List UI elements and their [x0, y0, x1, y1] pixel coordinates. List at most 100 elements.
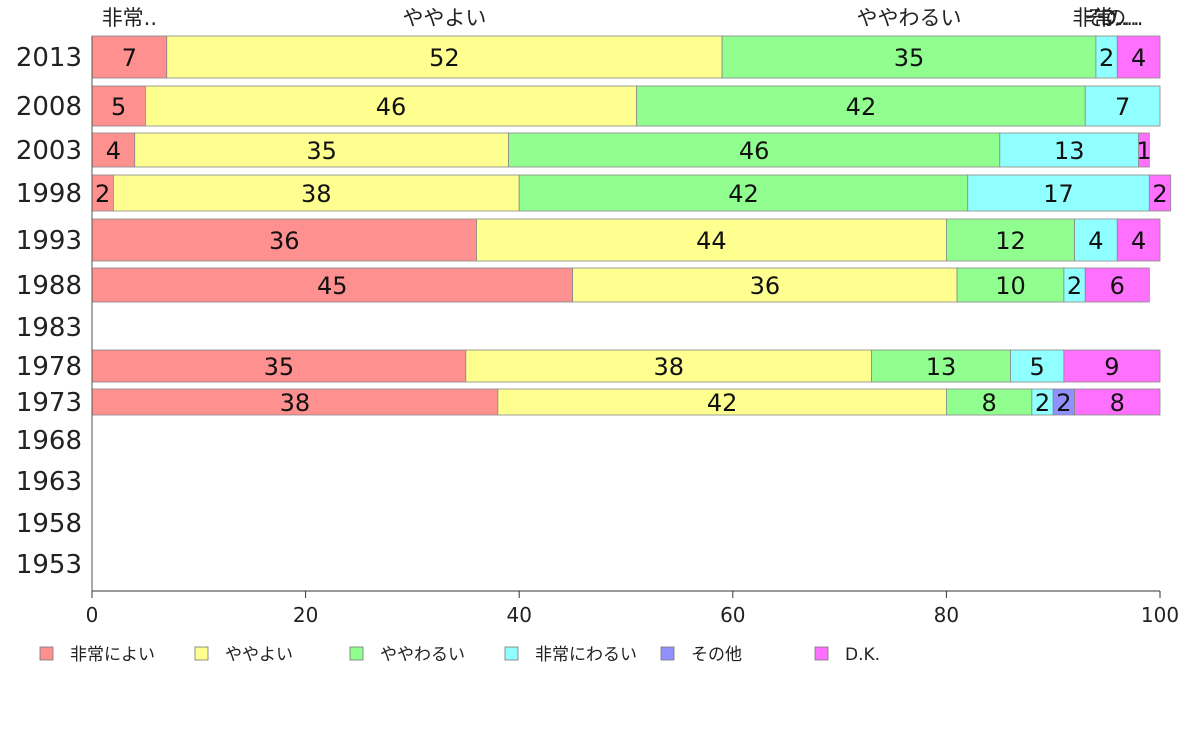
data-label: 5	[1030, 353, 1045, 381]
data-label: 1	[1136, 137, 1151, 165]
bar-segment	[91, 85, 146, 127]
legend-label: 非常によい	[70, 645, 155, 665]
bar-segment	[144, 85, 638, 127]
category-label: 1978	[16, 352, 82, 382]
data-label: 4	[106, 137, 121, 165]
legend-label: ややよい	[225, 645, 293, 665]
bar-segment	[967, 174, 1150, 212]
data-label: 2	[1067, 272, 1082, 300]
data-label: 13	[926, 353, 957, 381]
x-tick-label: 0	[86, 603, 99, 627]
data-label: 12	[995, 227, 1026, 255]
data-label: 36	[750, 272, 781, 300]
bar-segment	[1138, 132, 1150, 168]
category-label: 1958	[16, 509, 82, 539]
data-label: 8	[981, 389, 996, 417]
data-label: 9	[1104, 353, 1119, 381]
category-label: 1953	[16, 550, 82, 580]
x-tick-label: 60	[720, 603, 745, 627]
x-axis: 0 20 40 60 80 100	[86, 36, 1179, 627]
data-label: 4	[1131, 44, 1146, 72]
bar-segment	[871, 349, 1011, 383]
data-label: 17	[1043, 180, 1074, 208]
bar-segment	[946, 388, 1033, 416]
data-label: 8	[1110, 389, 1125, 417]
bar-segment	[946, 218, 1075, 262]
legend-label: D.K.	[845, 645, 880, 665]
data-label: 6	[1110, 272, 1125, 300]
x-tick-label: 20	[293, 603, 318, 627]
bar-segment	[1116, 218, 1161, 262]
data-label: 38	[301, 180, 332, 208]
data-label: 13	[1054, 137, 1085, 165]
data-label: 7	[122, 44, 137, 72]
data-label: 42	[728, 180, 759, 208]
top-segment-labels: 非常.. ややよい ややわるい 非常..その..D....	[102, 6, 1144, 30]
bar-segment	[956, 267, 1065, 303]
data-label: 52	[429, 44, 460, 72]
data-label: 35	[264, 353, 295, 381]
category-label: 1963	[16, 467, 82, 497]
data-label: 2	[1152, 180, 1167, 208]
legend-swatch	[39, 646, 54, 661]
legend-label: ややわるい	[380, 645, 465, 665]
bar-segment	[1010, 349, 1065, 383]
top-segment-label: その..	[1084, 6, 1139, 30]
top-segment-label: D....	[1101, 6, 1144, 30]
bar-segment	[91, 267, 574, 303]
category-label: 1973	[16, 388, 82, 418]
top-segment-label: ややよい	[402, 6, 486, 30]
data-label: 46	[376, 93, 407, 121]
legend: 非常によい ややよい ややわるい 非常にわるい その他 D.K.	[39, 645, 880, 665]
category-label: 2003	[16, 136, 82, 166]
category-label: 2008	[16, 92, 82, 122]
data-label: 4	[1088, 227, 1103, 255]
data-label: 38	[280, 389, 311, 417]
data-label: 35	[306, 137, 337, 165]
legend-swatch	[504, 646, 519, 661]
data-label: 2	[95, 180, 110, 208]
bar-segment	[508, 132, 1001, 168]
legend-swatch	[660, 646, 675, 661]
legend-label: 非常にわるい	[535, 645, 637, 665]
bar-segment	[1084, 85, 1161, 127]
bar-segment	[91, 35, 168, 79]
bar-segment	[497, 388, 947, 416]
top-segment-label: 非常..	[1072, 6, 1127, 30]
top-segment-label: ややわるい	[857, 6, 962, 30]
data-label: 42	[707, 389, 738, 417]
data-label: 5	[111, 93, 126, 121]
data-label: 10	[995, 272, 1026, 300]
x-tick-label: 40	[506, 603, 531, 627]
data-label: 7	[1115, 93, 1130, 121]
bars: 7 52 35 2 45 46 42 74 35 46 13 12 38 42 17 236 44 12 4 445 3…	[91, 35, 1172, 417]
data-label: 2	[1099, 44, 1114, 72]
legend-label: その他	[691, 645, 742, 665]
data-label: 4	[1131, 227, 1146, 255]
data-label: 45	[317, 272, 348, 300]
bar-segment	[1116, 35, 1161, 79]
data-label: 2	[1035, 389, 1050, 417]
category-label: 1988	[16, 271, 82, 301]
top-segment-label: 非常..	[102, 6, 157, 30]
category-label: 1968	[16, 426, 82, 456]
data-label: 46	[739, 137, 770, 165]
bar-segment	[134, 132, 509, 168]
data-label: 36	[269, 227, 300, 255]
category-label: 2013	[16, 43, 82, 73]
data-label: 2	[1056, 389, 1071, 417]
category-label: 1983	[16, 313, 82, 343]
category-label: 1993	[16, 226, 82, 256]
category-label: 1998	[16, 179, 82, 209]
x-tick-label: 100	[1141, 603, 1179, 627]
bar-segment	[518, 174, 969, 212]
legend-swatch	[814, 646, 829, 661]
bar-segment	[636, 85, 1086, 127]
bar-segment	[1084, 267, 1150, 303]
bar-segment	[1074, 388, 1161, 416]
data-label: 38	[653, 353, 684, 381]
category-axis: 2013 2008 2003 1998 1993 1988 1983 1978 1973 1968…	[16, 43, 82, 580]
x-tick-label: 80	[934, 603, 959, 627]
bar-segment	[1063, 349, 1161, 383]
